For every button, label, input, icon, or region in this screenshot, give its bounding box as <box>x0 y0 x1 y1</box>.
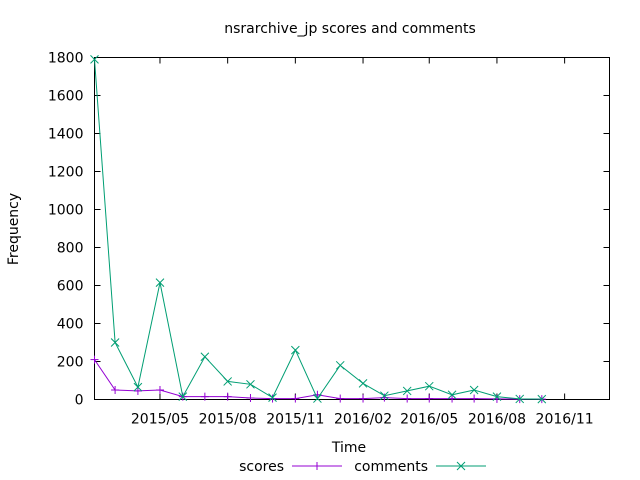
comments-point <box>155 278 165 288</box>
y-tick-label: 200 <box>57 355 84 371</box>
comments-point <box>492 392 502 402</box>
scores-point <box>133 386 142 395</box>
scores-point <box>291 394 300 403</box>
legend-label: scores <box>239 459 284 475</box>
legend-marker <box>313 462 321 470</box>
comments-point <box>380 391 389 401</box>
comments-point <box>178 392 188 402</box>
x-axis-label: Time <box>331 440 366 456</box>
comments-point <box>223 377 233 386</box>
comments-point <box>335 360 345 370</box>
x-axis-ticks: 2015/05 2015/08 2015/11 2016/02 2016/05 2016/… <box>131 57 594 428</box>
y-tick-label: 600 <box>57 279 84 295</box>
scores-point <box>90 355 99 364</box>
y-tick-label: 1600 <box>48 89 84 105</box>
comments-point <box>447 390 457 400</box>
comments-point <box>268 393 277 402</box>
scores-point <box>246 393 255 402</box>
comments-line <box>94 59 542 400</box>
legend-marker <box>456 461 466 471</box>
scores-point <box>223 392 232 401</box>
comments-point <box>110 338 120 347</box>
chart-title: nsrarchive_jp scores and comments <box>224 21 476 37</box>
scores-point <box>336 394 345 403</box>
comments-point <box>246 379 255 389</box>
y-axis-ticks: 0 200 400 600 800 1000 1200 1400 1600 1800 <box>48 51 610 409</box>
scores-point <box>380 393 389 402</box>
y-tick-label: 400 <box>57 317 84 333</box>
y-tick-label: 1800 <box>48 51 84 67</box>
comments-point <box>133 382 143 392</box>
scores-point <box>470 394 479 403</box>
y-tick-label: 800 <box>57 241 84 257</box>
scores-point <box>448 394 457 403</box>
scores-point <box>111 386 120 394</box>
comments-point <box>313 394 322 403</box>
y-axis-label: Frequency <box>6 193 22 265</box>
comments-point <box>290 345 300 355</box>
series-comments <box>90 55 547 404</box>
comments-point <box>424 381 434 391</box>
scores-point <box>155 386 164 394</box>
scores-point <box>425 394 434 403</box>
scores-point <box>359 394 368 403</box>
y-tick-label: 0 <box>75 393 84 409</box>
y-tick-label: 1200 <box>48 165 84 181</box>
x-tick-label: 2015/11 <box>266 412 324 428</box>
y-tick-label: 1400 <box>48 127 84 143</box>
x-tick-label: 2016/08 <box>468 412 526 428</box>
series-layer <box>90 55 547 404</box>
scores-point <box>403 394 412 403</box>
comments-point <box>402 386 412 396</box>
scores-line <box>94 359 542 400</box>
comments-point <box>537 394 547 404</box>
y-tick-label: 1000 <box>48 203 84 219</box>
scores-point <box>268 394 277 403</box>
comments-point <box>515 394 525 404</box>
plot-frame <box>94 57 610 400</box>
scores-point <box>200 392 209 401</box>
series-scores <box>90 355 546 404</box>
comments-point <box>200 352 210 362</box>
x-tick-label: 2015/05 <box>131 412 189 428</box>
x-tick-label: 2016/02 <box>334 412 392 428</box>
legend: scores comments <box>239 459 486 475</box>
comments-point <box>90 55 99 64</box>
legend-label: comments <box>354 459 428 475</box>
comments-point <box>358 378 368 388</box>
legend-entry-scores: scores <box>239 459 342 475</box>
legend-entry-comments: comments <box>354 459 486 475</box>
x-tick-label: 2015/08 <box>199 412 257 428</box>
x-tick-label: 2016/05 <box>400 412 458 428</box>
x-tick-label: 2016/11 <box>536 412 594 428</box>
comments-point <box>469 385 479 395</box>
